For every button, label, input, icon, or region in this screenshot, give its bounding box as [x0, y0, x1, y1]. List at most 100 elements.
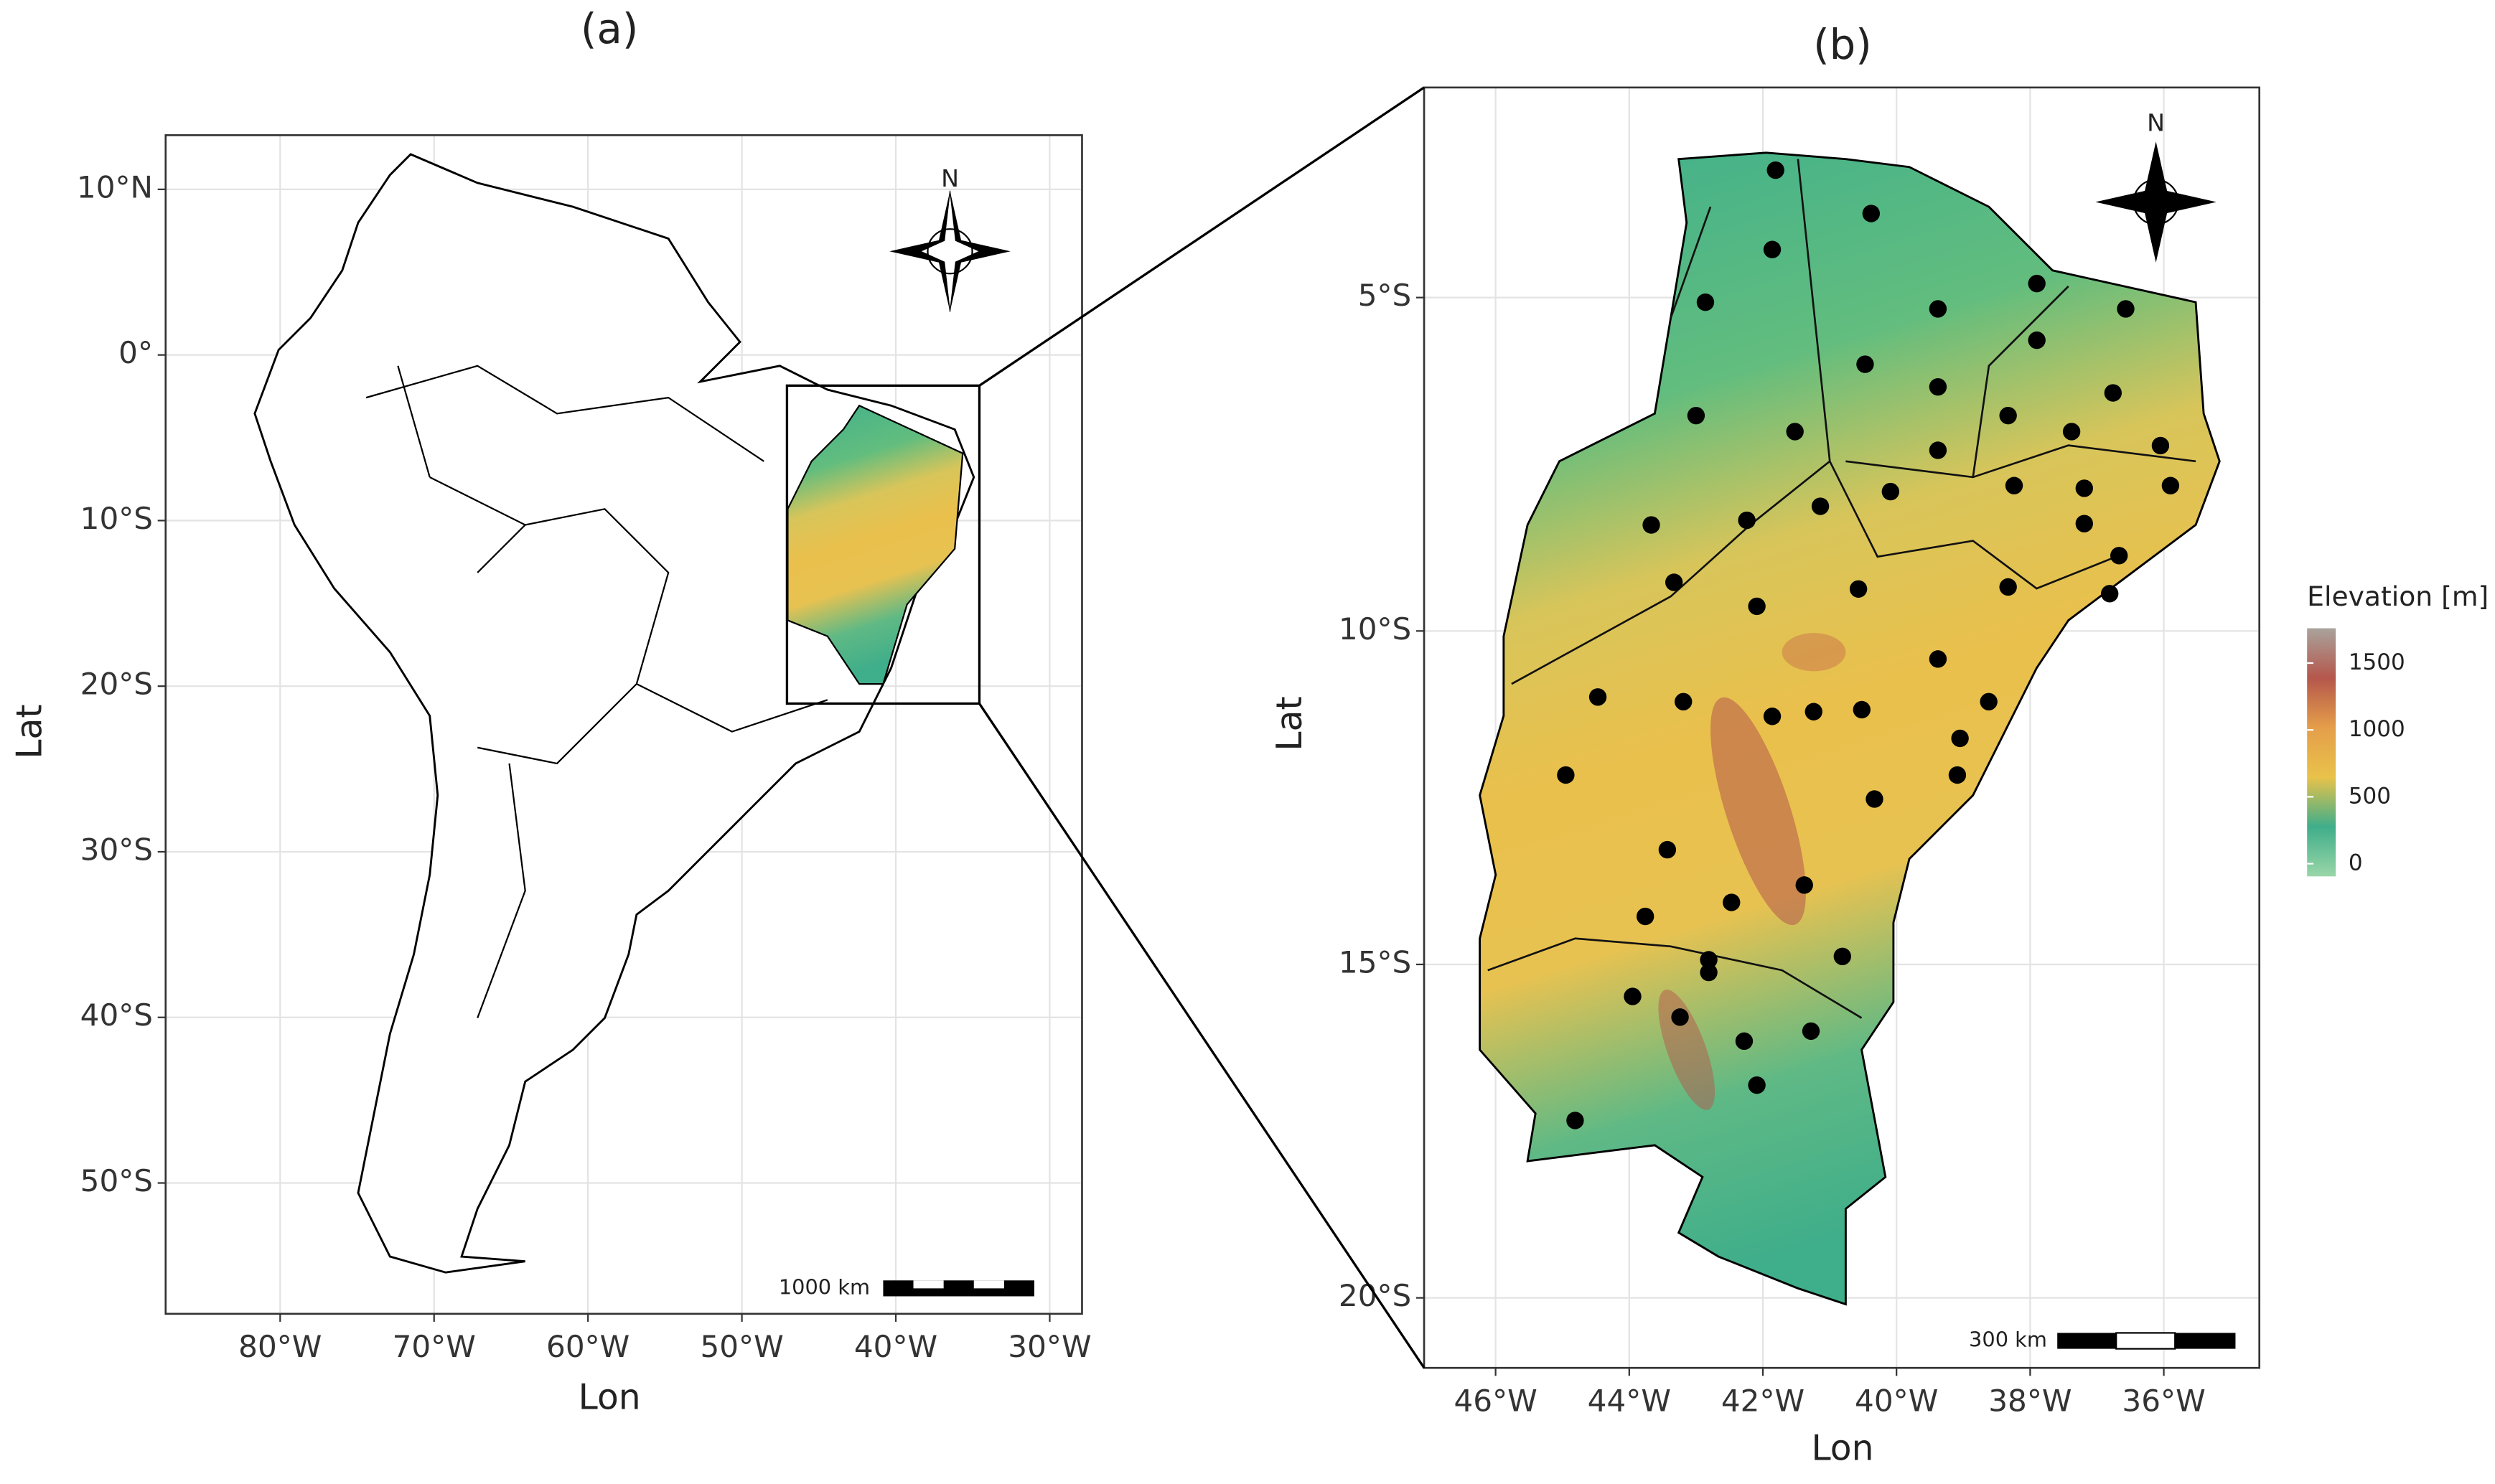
legend-tick-label: 500 — [2349, 783, 2391, 809]
panel-a-frame — [164, 134, 1083, 1315]
station — [1696, 293, 1715, 311]
station — [1929, 650, 1947, 668]
station — [1763, 240, 1782, 258]
station — [2151, 436, 2170, 455]
station — [1557, 766, 1575, 784]
scale-bar — [883, 1280, 1034, 1297]
station — [1786, 423, 1804, 441]
scale-bar — [973, 1280, 1004, 1289]
compass-star — [2095, 141, 2217, 263]
station — [1763, 708, 1782, 725]
station — [1795, 876, 1813, 894]
y-tick-label: 10°S — [1339, 611, 1411, 647]
y-tick-label: 0° — [118, 335, 153, 370]
y-tick-label: 20°S — [80, 667, 153, 702]
zoom-box — [785, 384, 981, 705]
station — [1929, 300, 1947, 318]
legend-title: Elevation [m] — [2307, 581, 2489, 612]
north-label: N — [2147, 108, 2165, 136]
scale-bar-b — [2057, 1332, 2236, 1350]
x-tick-label: 36°W — [2122, 1383, 2205, 1418]
station — [1636, 907, 1654, 926]
station — [1951, 729, 1969, 748]
y-tick-label: 5°S — [1358, 278, 1412, 313]
station — [1675, 692, 1693, 710]
station — [1999, 578, 2017, 596]
highland — [1710, 697, 1806, 926]
north-arrow-a — [889, 190, 1011, 312]
x-tick-label: 42°W — [1721, 1383, 1804, 1418]
station — [1929, 377, 1947, 396]
station — [1856, 355, 1874, 373]
zoom-connector — [978, 86, 1425, 387]
panel-title: (a) — [581, 5, 638, 53]
station — [1804, 703, 1822, 720]
x-tick-label: 40°W — [854, 1329, 937, 1364]
x-tick-label: 80°W — [238, 1329, 322, 1364]
legend-tick-label: 1500 — [2349, 649, 2405, 675]
scale-bar-label: 300 km — [1969, 1328, 2047, 1352]
y-tick-label: 50°S — [80, 1163, 153, 1198]
station — [2110, 547, 2128, 565]
station — [1658, 840, 1677, 859]
scale-bar — [913, 1280, 944, 1289]
scale-bar-a — [883, 1280, 1034, 1297]
station — [1738, 511, 1756, 530]
marks — [1557, 161, 2180, 1130]
station — [1948, 766, 1967, 784]
station — [1999, 406, 2017, 425]
station — [2161, 476, 2180, 494]
compass-ring — [927, 228, 973, 275]
x-tick-label: 30°W — [1008, 1329, 1091, 1364]
station — [1802, 1022, 1820, 1041]
x-tick-label: 50°W — [700, 1329, 783, 1364]
south-america-outline — [253, 153, 975, 1274]
station — [2117, 300, 2135, 318]
station — [1671, 1008, 1689, 1026]
x-axis-label: Lon — [1811, 1428, 1873, 1468]
station — [1929, 441, 1947, 459]
north-arrow-b — [2095, 141, 2217, 263]
station — [2005, 476, 2023, 494]
y-tick-label: 30°S — [80, 832, 153, 867]
station — [2075, 479, 2093, 497]
station — [1566, 1112, 1584, 1130]
station — [1735, 1032, 1754, 1051]
station — [1687, 406, 1705, 425]
station — [1811, 497, 1830, 515]
station — [1723, 893, 1741, 911]
station — [1700, 963, 1718, 982]
station — [1642, 516, 1660, 534]
station — [2028, 331, 2046, 349]
x-tick-label: 44°W — [1588, 1383, 1671, 1418]
x-axis-label: Lon — [579, 1378, 641, 1418]
station — [1748, 597, 1766, 616]
station — [2062, 423, 2081, 441]
x-tick-label: 38°W — [1988, 1383, 2072, 1418]
panel-title: (b) — [1813, 21, 1872, 69]
station — [1700, 951, 1718, 969]
zoom-connector — [978, 703, 1426, 1369]
station — [1624, 987, 1642, 1005]
station — [1866, 790, 1883, 808]
station — [1862, 205, 1881, 222]
station — [1853, 700, 1871, 719]
legend-tick-label: 0 — [2349, 850, 2363, 876]
colorbar — [2307, 628, 2336, 877]
y-tick-label: 10°S — [80, 501, 153, 536]
station — [1980, 692, 1998, 710]
station — [2075, 515, 2093, 532]
station — [1849, 580, 1868, 598]
x-tick-label: 60°W — [546, 1329, 629, 1364]
y-axis-label: Lat — [10, 705, 50, 759]
panel-b-frame — [1423, 86, 2261, 1369]
y-tick-label: 40°S — [80, 997, 153, 1033]
north-label: N — [941, 164, 959, 192]
station — [2104, 384, 2122, 402]
station — [1766, 161, 1784, 179]
scale-bar — [2115, 1332, 2176, 1350]
x-tick-label: 70°W — [393, 1329, 476, 1364]
station — [1665, 573, 1683, 591]
highland — [1782, 633, 1846, 672]
